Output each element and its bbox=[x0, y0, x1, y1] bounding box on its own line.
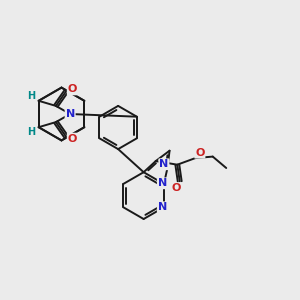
Text: O: O bbox=[68, 134, 77, 144]
Text: O: O bbox=[171, 183, 181, 193]
Text: N: N bbox=[158, 178, 167, 188]
Text: O: O bbox=[68, 84, 77, 94]
Text: N: N bbox=[65, 109, 75, 119]
Text: N: N bbox=[158, 202, 167, 212]
Text: H: H bbox=[27, 127, 35, 137]
Text: O: O bbox=[195, 148, 205, 158]
Text: N: N bbox=[159, 159, 169, 169]
Text: H: H bbox=[27, 91, 35, 101]
